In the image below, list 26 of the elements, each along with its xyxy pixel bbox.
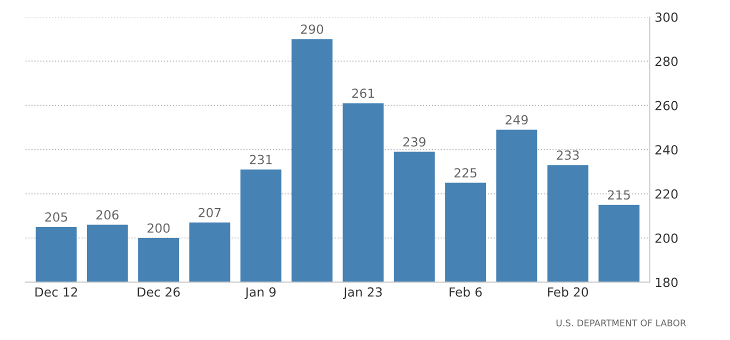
x-tick-label: Feb 20 (548, 287, 588, 297)
y-tick-label: 180 (656, 278, 678, 288)
data-label: 239 (403, 137, 426, 147)
y-tick-label: 300 (656, 12, 678, 22)
data-label: 233 (556, 150, 579, 160)
y-tick-label: 280 (655, 56, 678, 66)
data-label: 249 (506, 115, 528, 125)
y-tick-label: 240 (655, 145, 678, 155)
data-label: 205 (45, 212, 68, 222)
data-label: 207 (198, 208, 221, 218)
x-tick-label: Jan 9 (244, 287, 276, 300)
data-label: 206 (96, 210, 119, 220)
x-tick-label: Jan 23 (342, 287, 382, 300)
x-tick-label: Dec 12 (35, 287, 78, 297)
data-label: 225 (454, 168, 476, 178)
data-label: 231 (250, 154, 272, 164)
data-label: 290 (301, 24, 324, 34)
data-label: 261 (352, 88, 374, 98)
y-tick-label: 220 (655, 189, 678, 199)
data-label: 215 (608, 190, 630, 200)
y-tick-label: 200 (655, 233, 678, 243)
x-tick-label: Feb 6 (450, 287, 482, 297)
x-tick-label: Dec 26 (138, 287, 180, 297)
text: U.S. DEPARTMENT OF LABOR (556, 320, 686, 326)
data-label: 200 (148, 223, 170, 233)
y-tick-label: 260 (655, 100, 678, 110)
